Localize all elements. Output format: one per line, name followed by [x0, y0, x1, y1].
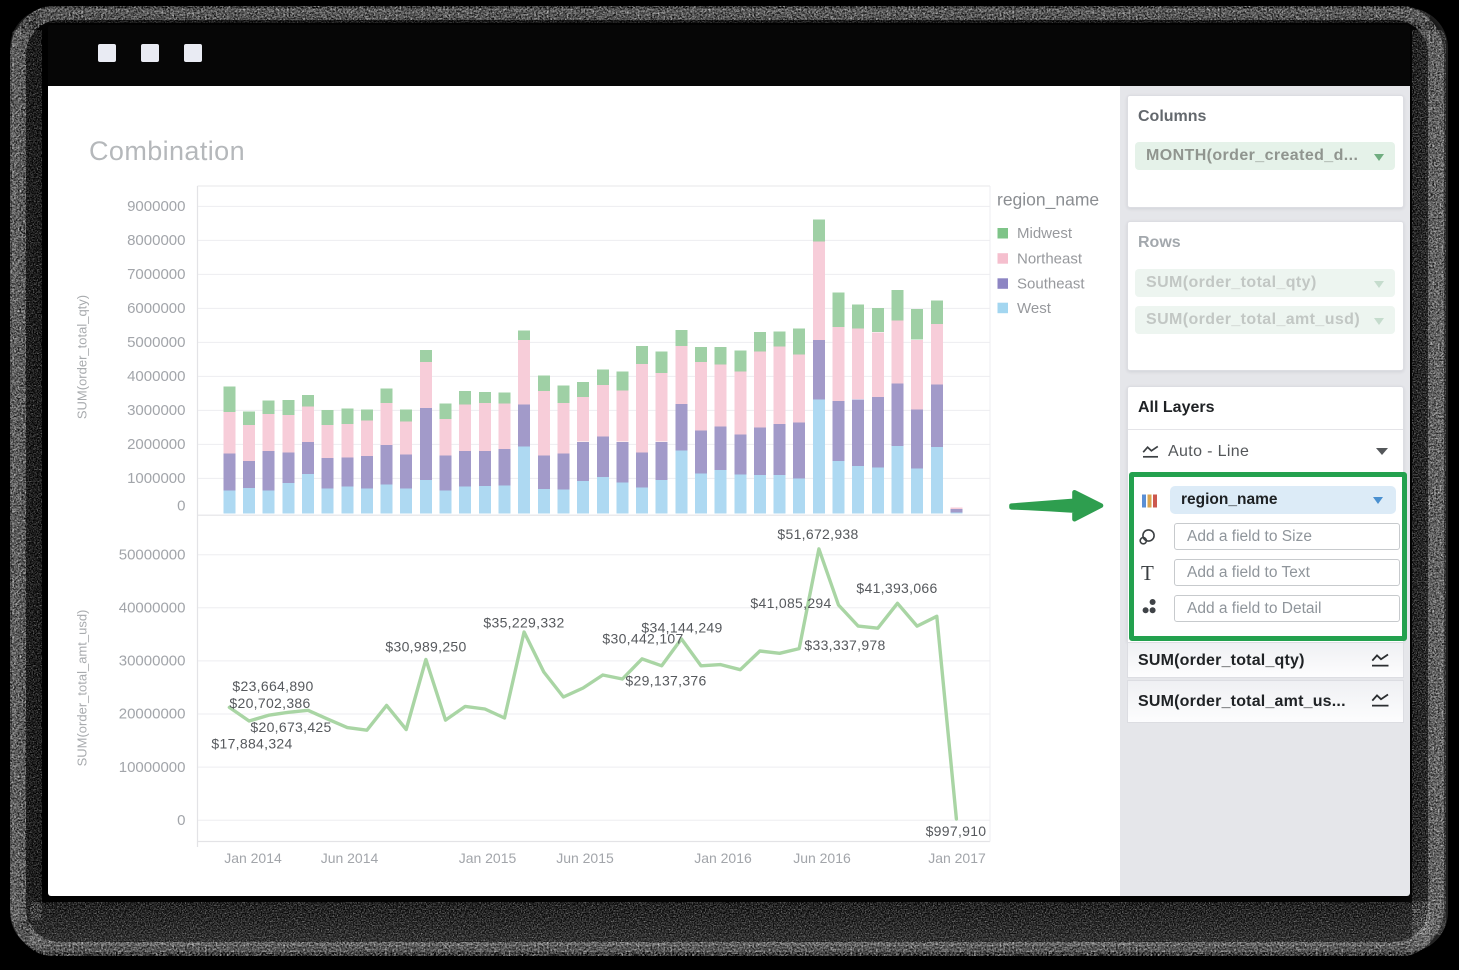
svg-text:20000000: 20000000 [119, 706, 186, 723]
svg-text:$23,664,890: $23,664,890 [232, 678, 313, 694]
svg-text:7000000: 7000000 [127, 266, 185, 283]
svg-text:Midwest: Midwest [1017, 225, 1073, 242]
svg-text:$34,144,249: $34,144,249 [641, 620, 722, 636]
svg-text:$51,672,938: $51,672,938 [777, 526, 858, 542]
svg-text:10000000: 10000000 [119, 759, 186, 776]
svg-text:$997,910: $997,910 [926, 823, 987, 839]
svg-text:West: West [1017, 300, 1052, 317]
svg-text:8000000: 8000000 [127, 232, 185, 249]
svg-text:Southeast: Southeast [1017, 275, 1085, 292]
svg-text:Jan 2014: Jan 2014 [224, 850, 282, 866]
svg-text:$41,085,294: $41,085,294 [750, 595, 831, 611]
svg-text:4000000: 4000000 [127, 368, 185, 385]
svg-text:SUM(order_total_qty): SUM(order_total_qty) [75, 295, 90, 419]
svg-text:$29,137,376: $29,137,376 [625, 673, 706, 689]
svg-text:$33,337,978: $33,337,978 [804, 637, 885, 653]
svg-text:$17,884,324: $17,884,324 [211, 736, 292, 752]
svg-text:5000000: 5000000 [127, 334, 185, 351]
svg-text:region_name: region_name [997, 190, 1099, 211]
svg-text:$35,229,332: $35,229,332 [483, 615, 564, 631]
svg-text:$30,442,107: $30,442,107 [602, 630, 683, 646]
svg-text:30000000: 30000000 [119, 653, 186, 670]
svg-text:Jan 2016: Jan 2016 [694, 850, 752, 866]
svg-text:6000000: 6000000 [127, 300, 185, 317]
svg-text:0: 0 [177, 812, 185, 829]
svg-text:$41,393,066: $41,393,066 [856, 580, 937, 596]
svg-text:1000000: 1000000 [127, 470, 185, 487]
svg-text:Jun 2016: Jun 2016 [793, 850, 851, 866]
svg-text:Jun 2015: Jun 2015 [556, 850, 614, 866]
svg-text:$20,702,386: $20,702,386 [229, 695, 310, 711]
svg-text:50000000: 50000000 [119, 546, 186, 563]
svg-text:Jun 2014: Jun 2014 [321, 850, 379, 866]
svg-text:0: 0 [177, 498, 185, 515]
svg-text:$20,673,425: $20,673,425 [250, 719, 331, 735]
svg-text:$30,989,250: $30,989,250 [385, 638, 466, 654]
svg-text:Northeast: Northeast [1017, 250, 1083, 267]
svg-text:Jan 2015: Jan 2015 [459, 850, 517, 866]
svg-text:Jan 2017: Jan 2017 [928, 850, 986, 866]
svg-text:9000000: 9000000 [127, 198, 185, 215]
svg-text:2000000: 2000000 [127, 436, 185, 453]
svg-text:40000000: 40000000 [119, 600, 186, 617]
svg-text:3000000: 3000000 [127, 402, 185, 419]
svg-text:SUM(order_total_amt_usd): SUM(order_total_amt_usd) [75, 610, 90, 767]
